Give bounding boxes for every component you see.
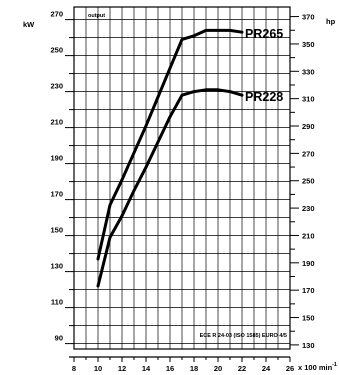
left-tick-label: 110: [51, 298, 63, 307]
x-tick-label: 22: [238, 364, 246, 373]
right-tick-label: 350: [302, 40, 315, 49]
chart-title: output: [88, 13, 105, 19]
left-tick-label: 230: [50, 82, 63, 91]
right-tick-label: 370: [302, 13, 315, 22]
left-axis-unit: kW: [23, 20, 35, 29]
left-tick-label: 130: [50, 262, 63, 271]
series: PR265 PR228: [96, 27, 283, 288]
left-tick-label: 210: [50, 118, 63, 127]
series-label-pr265: PR265: [245, 27, 283, 41]
right-tick-label: 230: [302, 204, 315, 213]
standard-note: ECE R 24-03 (ISO 1585) EURO 4/5: [200, 333, 287, 339]
right-tick-label: 330: [302, 67, 315, 76]
plot-frame: [73, 6, 291, 350]
x-tick-label: 18: [190, 364, 198, 373]
right-tick-label: 190: [302, 259, 315, 268]
x-tick-label: 24: [262, 364, 271, 373]
right-tick-label: 170: [302, 286, 315, 295]
x-tick-label: 14: [142, 364, 151, 373]
x-tick-label: 8: [72, 364, 76, 373]
left-tick-label: 270: [50, 10, 63, 19]
right-axis-unit: hp: [326, 17, 336, 26]
right-tick-label: 270: [302, 149, 315, 158]
x-tick-label: 26: [286, 364, 294, 373]
right-tick-label: 210: [302, 231, 315, 240]
x-axis-unit-exponent: -1: [332, 362, 337, 368]
x-tick-label: 10: [94, 364, 102, 373]
axes: 90 110 130 150 170 190 210 230 250 270 130 150 170 19…: [50, 10, 314, 373]
right-tick-label: 250: [302, 177, 315, 186]
right-tick-label: 130: [302, 341, 315, 350]
left-tick-label: 250: [50, 46, 63, 55]
left-tick-label: 150: [50, 226, 63, 235]
right-tick-label: 310: [302, 95, 315, 104]
left-tick-label: 190: [50, 154, 63, 163]
x-tick-label: 16: [166, 364, 174, 373]
x-axis-unit: x 100 min: [298, 363, 333, 372]
grid: [73, 7, 291, 349]
x-tick-label: 12: [118, 364, 126, 373]
right-tick-label: 150: [302, 314, 315, 323]
series-line-pr228: [96, 88, 244, 288]
series-line-pr265: [96, 28, 244, 261]
left-tick-label: 90: [55, 334, 63, 343]
x-tick-label: 20: [214, 364, 222, 373]
right-tick-label: 290: [302, 122, 315, 131]
left-tick-label: 170: [50, 190, 63, 199]
series-label-pr228: PR228: [245, 90, 283, 104]
